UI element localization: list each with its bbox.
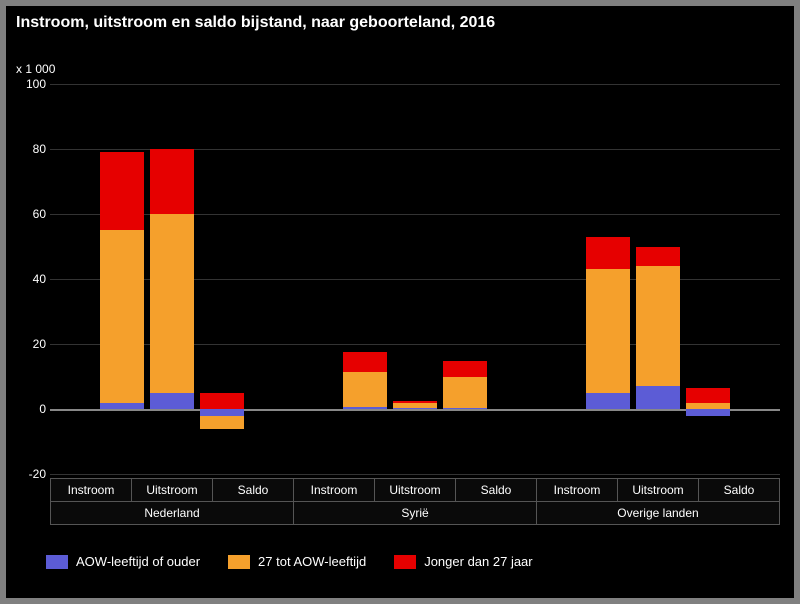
x-tick-label: Instroom bbox=[537, 479, 618, 502]
x-tick-label: Uitstroom bbox=[618, 479, 699, 502]
bar-segment-mid bbox=[100, 230, 144, 402]
bar-segment-young bbox=[636, 247, 680, 267]
x-tick-label: Uitstroom bbox=[132, 479, 213, 502]
bar bbox=[150, 84, 194, 474]
bar-segment-aow bbox=[636, 386, 680, 409]
legend: AOW-leeftijd of ouder 27 tot AOW-leeftij… bbox=[46, 554, 533, 569]
x-tick-label: Uitstroom bbox=[375, 479, 456, 502]
bar-segment-mid bbox=[150, 214, 194, 393]
bar-segment-young bbox=[443, 361, 487, 377]
bar-segment-aow bbox=[100, 403, 144, 410]
bar-segment-aow bbox=[343, 407, 387, 409]
bar-segment-mid bbox=[200, 416, 244, 429]
chart-frame: Instroom, uitstroom en saldo bijstand, n… bbox=[6, 6, 794, 598]
bar bbox=[686, 84, 730, 474]
x-tick-label: Saldo bbox=[456, 479, 537, 502]
swatch-young bbox=[394, 555, 416, 569]
y-tick-label: 100 bbox=[6, 77, 46, 91]
bar bbox=[586, 84, 630, 474]
y-tick-label: -20 bbox=[6, 467, 46, 481]
bar-segment-aow bbox=[686, 409, 730, 416]
bar-segment-mid bbox=[686, 403, 730, 410]
y-axis-label: x 1 000 bbox=[16, 62, 55, 76]
bar-segment-mid bbox=[586, 269, 630, 393]
legend-label-young: Jonger dan 27 jaar bbox=[424, 554, 532, 569]
y-tick-label: 20 bbox=[6, 337, 46, 351]
legend-label-aow: AOW-leeftijd of ouder bbox=[76, 554, 200, 569]
bar-segment-aow bbox=[150, 393, 194, 409]
plot-area: -20020406080100 bbox=[50, 84, 780, 474]
bar bbox=[343, 84, 387, 474]
swatch-aow bbox=[46, 555, 68, 569]
y-tick-label: 60 bbox=[6, 207, 46, 221]
bar bbox=[100, 84, 144, 474]
y-tick-label: 0 bbox=[6, 402, 46, 416]
chart-title: Instroom, uitstroom en saldo bijstand, n… bbox=[6, 6, 794, 32]
bar bbox=[393, 84, 437, 474]
bar-segment-mid bbox=[636, 266, 680, 386]
bar-segment-aow bbox=[393, 408, 437, 409]
bar-segment-mid bbox=[393, 403, 437, 408]
x-tick-label: Saldo bbox=[213, 479, 294, 502]
legend-item-mid: 27 tot AOW-leeftijd bbox=[228, 554, 366, 569]
x-axis-table: InstroomUitstroomSaldoInstroomUitstroomS… bbox=[50, 478, 780, 525]
legend-item-young: Jonger dan 27 jaar bbox=[394, 554, 532, 569]
grid-line bbox=[50, 474, 780, 475]
swatch-mid bbox=[228, 555, 250, 569]
x-tick-label: Saldo bbox=[699, 479, 780, 502]
x-group-label: Nederland bbox=[51, 502, 294, 525]
bar-segment-young bbox=[393, 401, 437, 403]
bar-segment-young bbox=[586, 237, 630, 270]
legend-label-mid: 27 tot AOW-leeftijd bbox=[258, 554, 366, 569]
bar-segment-mid bbox=[443, 377, 487, 408]
bar-segment-mid bbox=[343, 372, 387, 408]
x-tick-label: Instroom bbox=[51, 479, 132, 502]
bar bbox=[443, 84, 487, 474]
x-group-label: Syrië bbox=[294, 502, 537, 525]
y-tick-label: 40 bbox=[6, 272, 46, 286]
bar-segment-young bbox=[150, 149, 194, 214]
legend-item-aow: AOW-leeftijd of ouder bbox=[46, 554, 200, 569]
bar-segment-young bbox=[200, 393, 244, 409]
bar bbox=[636, 84, 680, 474]
y-tick-label: 80 bbox=[6, 142, 46, 156]
x-group-label: Overige landen bbox=[537, 502, 780, 525]
bar bbox=[200, 84, 244, 474]
bar-segment-aow bbox=[443, 408, 487, 409]
bar-segment-aow bbox=[586, 393, 630, 409]
bar-segment-young bbox=[686, 388, 730, 403]
bar-segment-young bbox=[343, 352, 387, 372]
x-tick-label: Instroom bbox=[294, 479, 375, 502]
bar-segment-young bbox=[100, 152, 144, 230]
